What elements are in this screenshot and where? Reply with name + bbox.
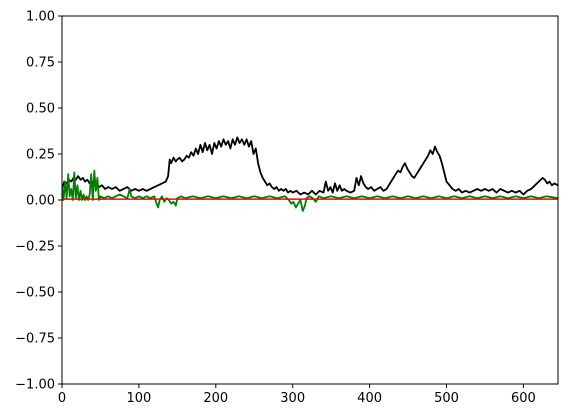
y-tick-label: 0.00 [26, 194, 55, 209]
x-tick-label: 600 [511, 391, 536, 406]
series-line-1 [62, 136, 558, 196]
y-tick-label: −0.50 [15, 286, 55, 301]
y-tick-label: 0.75 [26, 56, 55, 71]
x-tick-label: 200 [203, 391, 228, 406]
series-line-2 [62, 169, 558, 212]
y-tick-label: 1.00 [26, 10, 55, 25]
x-tick-label: 100 [126, 391, 151, 406]
y-tick-label: 0.25 [26, 148, 55, 163]
y-tick-label: 0.50 [26, 102, 55, 117]
plot-frame [61, 15, 559, 385]
y-tick-label: −0.75 [15, 332, 55, 347]
x-axis: 0 100 200 300 400 500 600 [58, 384, 536, 406]
x-tick-label: 500 [434, 391, 459, 406]
series-layer [62, 136, 558, 212]
y-tick-label: −1.00 [15, 378, 55, 393]
y-axis: −1.00 −0.75 −0.50 −0.25 0.00 0.25 0.50 0.75 1.00 [15, 10, 62, 393]
y-tick-label: −0.25 [15, 240, 55, 255]
x-tick-label: 300 [280, 391, 305, 406]
x-tick-label: 400 [357, 391, 382, 406]
x-tick-label: 0 [58, 391, 66, 406]
